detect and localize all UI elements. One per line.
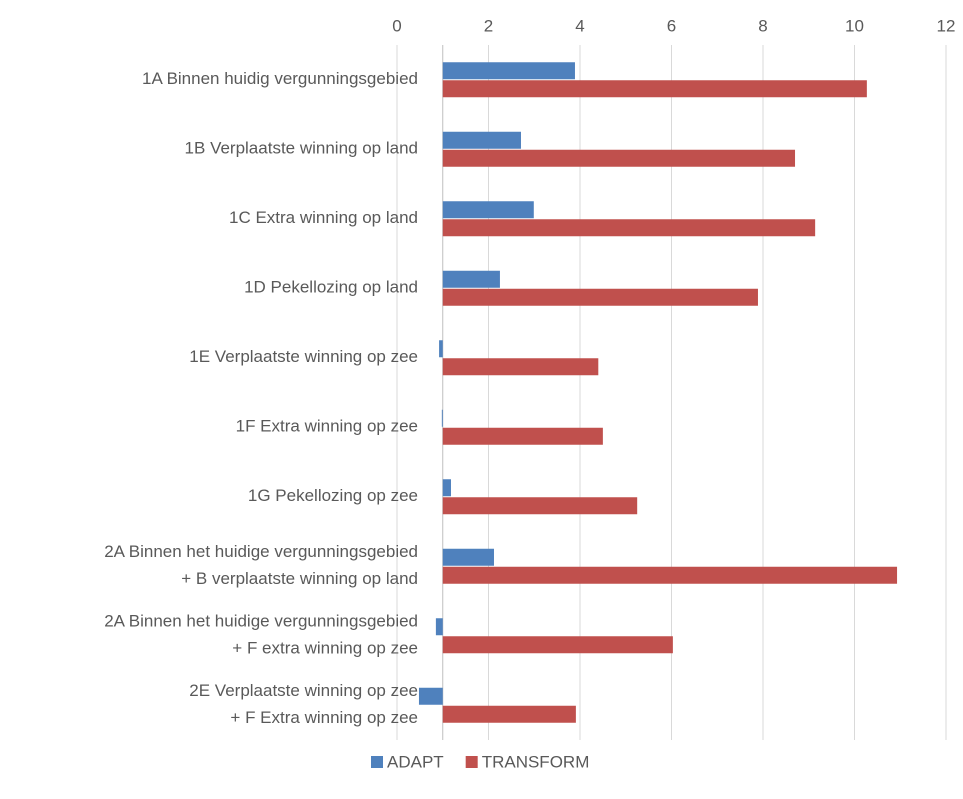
category-label: + B verplaatste winning op land (181, 569, 418, 588)
bar (442, 705, 576, 723)
bar (442, 131, 521, 149)
x-tick-label: 12 (937, 16, 956, 35)
bar (442, 497, 638, 515)
bar (442, 149, 796, 167)
bar (442, 358, 599, 376)
legend-swatch (371, 756, 383, 768)
bar (435, 618, 443, 636)
category-label: 1G Pekellozing op zee (248, 486, 418, 505)
category-label: 1D Pekellozing op land (244, 278, 418, 297)
legend-label: ADAPT (387, 752, 444, 771)
category-label: 2E Verplaatste winning op zee (189, 681, 418, 700)
category-label: 1A Binnen huidig vergunningsgebied (142, 69, 418, 88)
bar (442, 270, 500, 288)
legend-label: TRANSFORM (482, 752, 590, 771)
category-label: 1B Verplaatste winning op land (185, 139, 418, 158)
category-label: + F extra winning op zee (232, 639, 418, 658)
bar (442, 288, 758, 306)
bar (442, 479, 451, 497)
x-tick-label: 0 (392, 16, 401, 35)
bar (442, 201, 534, 219)
category-label: + F Extra winning op zee (230, 708, 418, 727)
x-tick-label: 2 (484, 16, 493, 35)
category-label: 1E Verplaatste winning op zee (189, 347, 418, 366)
bar (439, 340, 443, 358)
x-tick-label: 8 (758, 16, 767, 35)
bar (442, 427, 603, 445)
x-tick-label: 4 (575, 16, 584, 35)
bar (442, 636, 673, 654)
x-tick-label: 6 (667, 16, 676, 35)
bar (442, 62, 575, 80)
bar (441, 409, 443, 427)
category-label: 2A Binnen het huidige vergunningsgebied (104, 612, 418, 631)
x-tick-label: 10 (845, 16, 864, 35)
bar (442, 219, 816, 237)
bar (442, 566, 898, 584)
category-label: 2A Binnen het huidige vergunningsgebied (104, 542, 418, 561)
bar (418, 687, 443, 705)
bar (442, 548, 494, 566)
category-label: 1F Extra winning op zee (236, 417, 418, 436)
category-label: 1C Extra winning op land (229, 208, 418, 227)
legend-swatch (465, 756, 478, 768)
bar (442, 80, 867, 98)
